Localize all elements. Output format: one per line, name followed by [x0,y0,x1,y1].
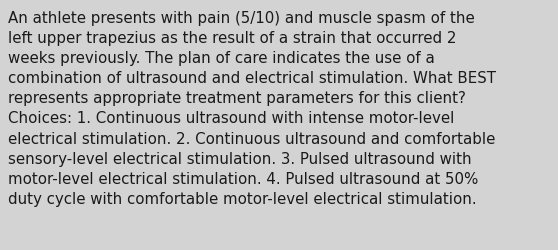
Text: An athlete presents with pain (5/10) and muscle spasm of the
left upper trapeziu: An athlete presents with pain (5/10) and… [8,11,497,206]
